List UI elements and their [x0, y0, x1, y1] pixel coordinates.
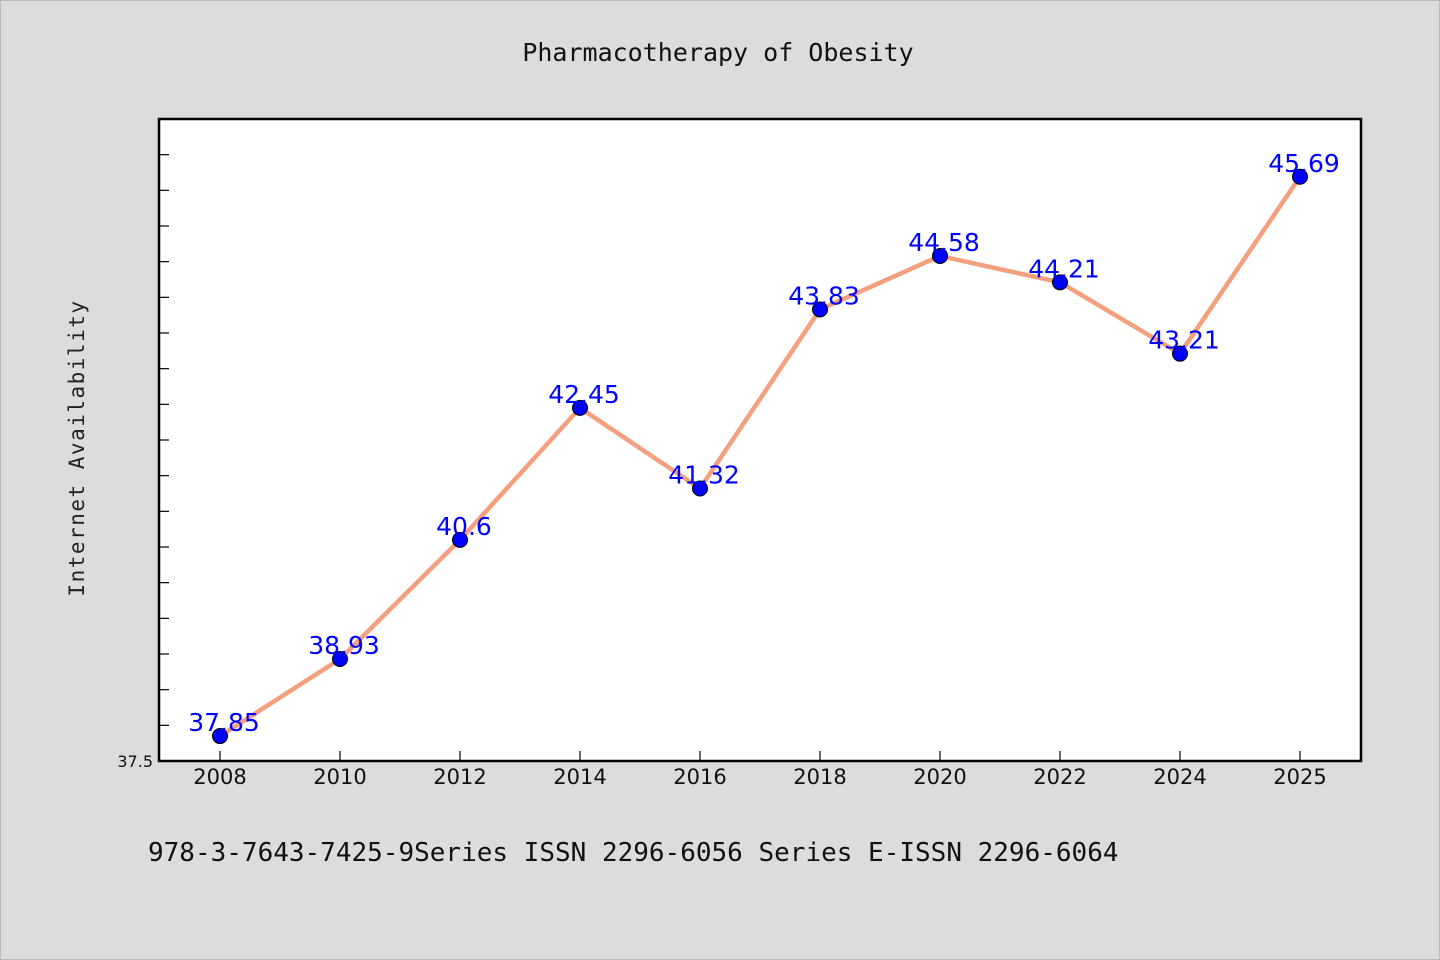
- x-tick-label: 2020: [913, 765, 966, 789]
- data-label: 38.93: [308, 631, 380, 660]
- x-tick-label: 2022: [1033, 765, 1086, 789]
- x-tick-label: 2008: [193, 765, 246, 789]
- data-point: [812, 301, 828, 318]
- data-label: 44.58: [908, 228, 980, 257]
- data-point: [1292, 168, 1308, 185]
- data-label: 42.45: [548, 380, 620, 409]
- data-point: [692, 480, 708, 497]
- data-label: 43.21: [1148, 326, 1220, 355]
- data-point: [212, 728, 228, 745]
- x-tick-label: 2012: [433, 765, 486, 789]
- x-tick-label: 2018: [793, 765, 846, 789]
- x-tick-label: 2014: [553, 765, 606, 789]
- chart-title: Pharmacotherapy of Obesity: [522, 38, 913, 67]
- data-point: [452, 531, 468, 548]
- plot-area: [157, 117, 1363, 763]
- data-point: [572, 399, 588, 416]
- series-layer: 37.85 38.93 40.6 42.45 41.32 43.83 44.58 44.21 4…: [188, 149, 1340, 745]
- y-axis: 37.5: [117, 154, 169, 771]
- footer-text: 978-3-7643-7425-9Series ISSN 2296-6056 S…: [148, 838, 1119, 868]
- y-axis-label: Internet Availability: [65, 299, 89, 596]
- x-tick-label: 2016: [673, 765, 726, 789]
- data-point: [1172, 345, 1188, 362]
- data-point: [932, 247, 948, 264]
- data-label: 37.85: [188, 708, 260, 737]
- data-label: 45.69: [1268, 149, 1340, 178]
- data-label: 40.6: [436, 512, 492, 541]
- data-label: 41.32: [668, 461, 740, 490]
- data-point: [332, 650, 348, 667]
- x-tick-label: 2025: [1273, 765, 1326, 789]
- x-axis: 2008 2010 2012 2014 2016 2018 2020 2022 2024 2025: [193, 751, 1327, 789]
- series-line: [217, 174, 1303, 739]
- data-point: [1052, 274, 1068, 291]
- x-tick-label: 2010: [313, 765, 366, 789]
- y-tick-label: 37.5: [117, 752, 153, 771]
- data-label: 43.83: [788, 281, 860, 310]
- data-label: 44.21: [1028, 254, 1100, 283]
- x-tick-label: 2024: [1153, 765, 1206, 789]
